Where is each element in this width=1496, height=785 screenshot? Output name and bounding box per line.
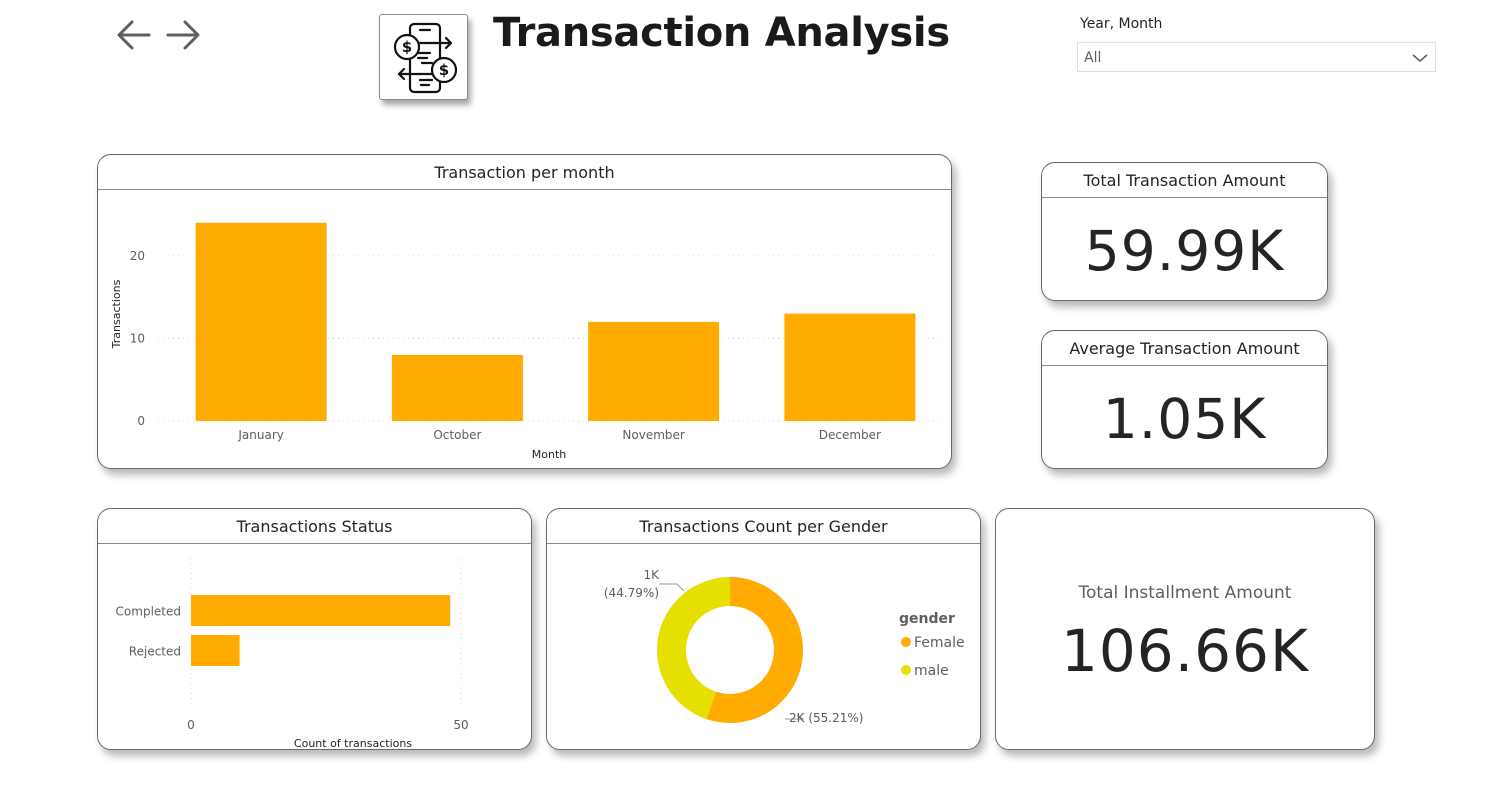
data-label: 1K	[643, 568, 660, 582]
card-label: Total Transaction Amount	[1042, 163, 1327, 198]
logo: $ $	[379, 14, 468, 100]
y-axis-title: Transactions	[110, 279, 123, 349]
legend-label: male	[914, 663, 949, 679]
transactions-status-chart: 0 50 Completed Rejected Count of transaction…	[116, 558, 469, 750]
card-label: Total Installment Amount	[1078, 583, 1292, 603]
x-tick-label: 50	[453, 718, 468, 732]
chart-title: Transaction per month	[98, 155, 951, 190]
total-transaction-card: Total Transaction Amount 59.99K	[1041, 162, 1328, 301]
arrow-left-icon	[117, 20, 151, 50]
total-installment-card: Total Installment Amount 106.66K	[995, 508, 1375, 750]
svg-text:$: $	[402, 38, 412, 56]
transactions-per-month-chart: 0 10 20 January October November December Month…	[110, 222, 943, 461]
year-month-slicer[interactable]: All	[1077, 42, 1436, 72]
average-transaction-value: 1.05K	[1102, 387, 1267, 451]
transactions-per-month-card: Transaction per month 0 10 20 January Octobe…	[97, 154, 952, 469]
legend-marker	[901, 665, 911, 675]
y-tick-label: Completed	[116, 605, 181, 619]
x-tick-label: November	[622, 428, 684, 442]
total-installment-value: 106.66K	[1061, 617, 1309, 685]
leader-line	[659, 583, 685, 592]
y-tick-label: Rejected	[129, 645, 181, 659]
page-title: Transaction Analysis	[493, 10, 950, 56]
legend-title: gender	[899, 611, 955, 627]
bar	[391, 354, 523, 421]
money-transfer-phone-icon: $ $	[393, 22, 458, 94]
y-tick-label: 0	[137, 414, 145, 428]
bar	[191, 595, 451, 626]
total-transaction-value: 59.99K	[1084, 219, 1285, 283]
legend-label: Female	[914, 635, 965, 651]
x-axis-title: Count of transactions	[294, 737, 412, 750]
x-tick-label: 0	[187, 718, 195, 732]
bar	[784, 313, 916, 421]
y-tick-label: 10	[130, 331, 145, 345]
slicer-selected-value: All	[1084, 50, 1102, 66]
chart-title: Transactions Status	[98, 509, 531, 544]
slicer-label: Year, Month	[1080, 16, 1163, 32]
average-transaction-card: Average Transaction Amount 1.05K	[1041, 330, 1328, 469]
bar	[195, 222, 327, 421]
svg-text:$: $	[439, 61, 449, 79]
legend-marker	[901, 637, 911, 647]
arrow-right-icon	[166, 20, 200, 50]
y-tick-label: 20	[130, 249, 145, 263]
data-label: 2K (55.21%)	[789, 711, 863, 725]
bar	[191, 635, 240, 666]
transactions-status-card: Transactions Status 0 50 Completed Rejected…	[97, 508, 532, 750]
donut-slice	[656, 577, 730, 720]
x-tick-label: January	[237, 428, 284, 442]
chart-title: Transactions Count per Gender	[547, 509, 980, 544]
donut-slice	[706, 577, 803, 723]
gender-donut-chart: 2K (55.21%) 1K (44.79%) gender Female male	[604, 568, 965, 725]
data-label: (44.79%)	[604, 586, 659, 600]
chevron-down-icon	[1412, 54, 1428, 62]
card-label: Average Transaction Amount	[1042, 331, 1327, 366]
back-button[interactable]	[114, 14, 154, 54]
bar	[588, 321, 720, 421]
x-axis-title: Month	[532, 448, 567, 461]
x-tick-label: October	[433, 428, 481, 442]
gender-card: Transactions Count per Gender 2K (55.21%…	[546, 508, 981, 750]
leader-line	[785, 714, 805, 720]
x-tick-label: December	[819, 428, 881, 442]
forward-button[interactable]	[164, 14, 204, 54]
